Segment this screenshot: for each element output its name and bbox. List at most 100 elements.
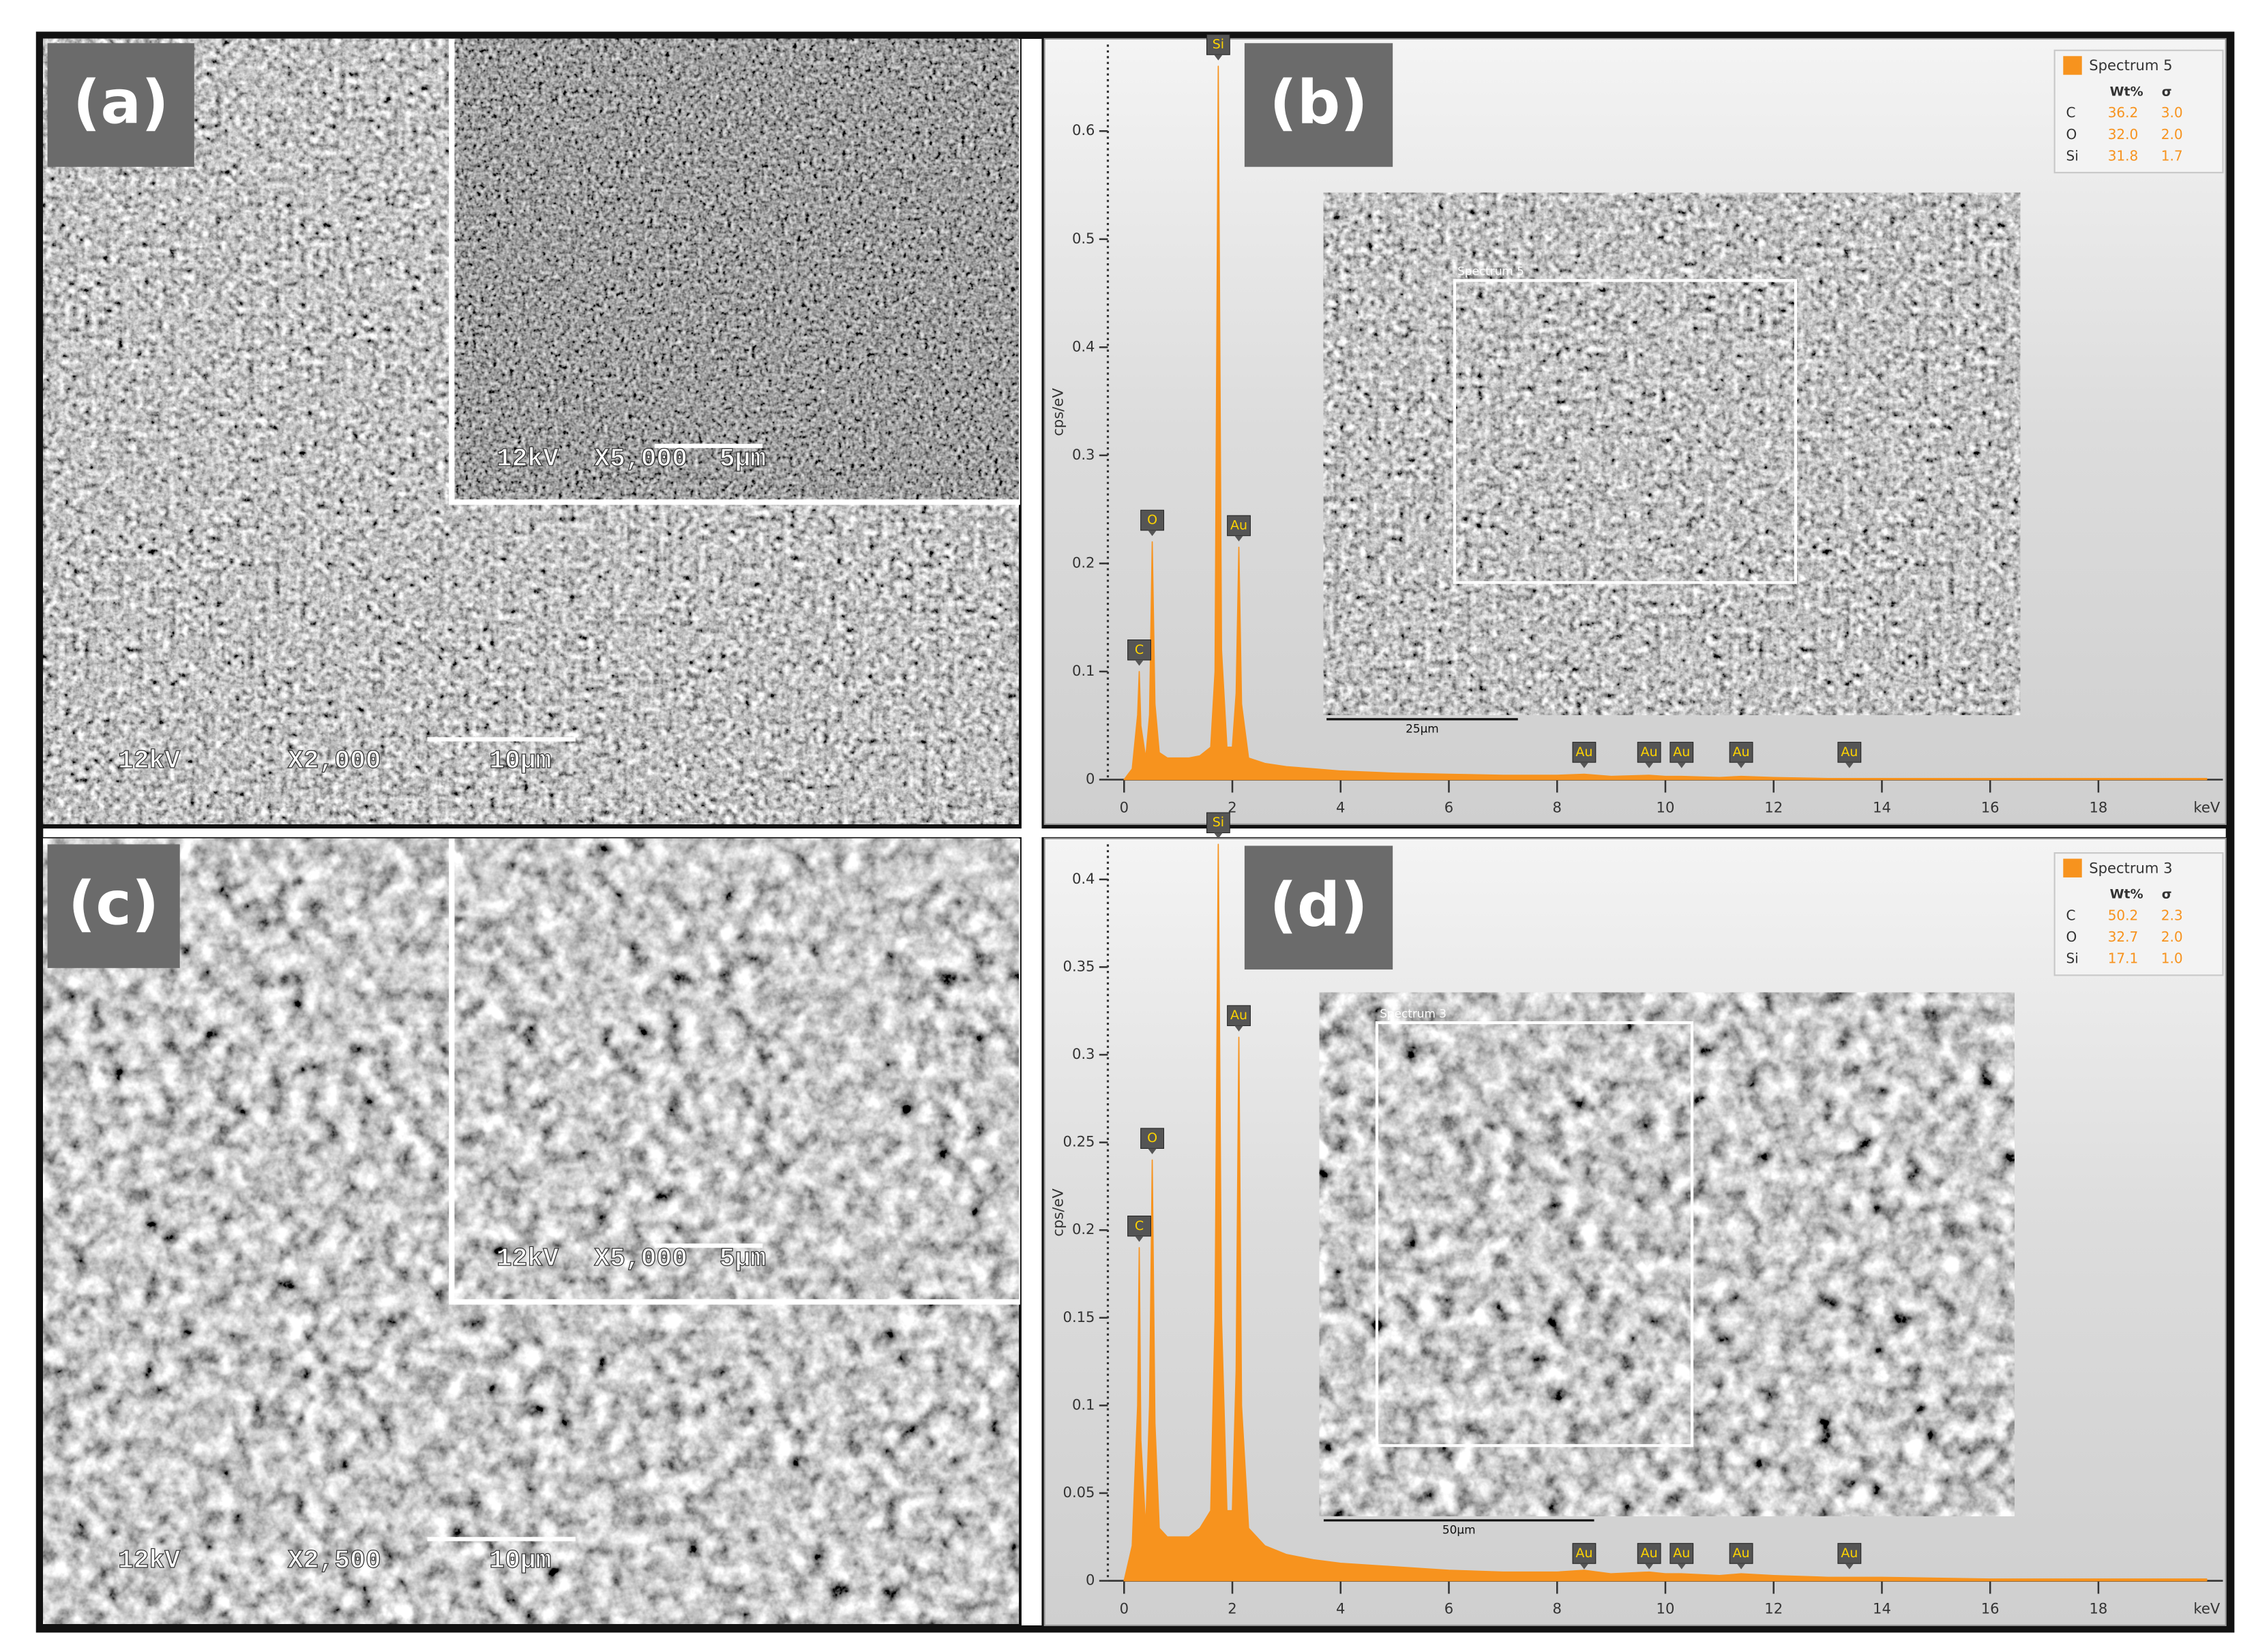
- peak-label: Si: [1213, 37, 1224, 52]
- x-tick-label: 10: [1657, 1600, 1675, 1617]
- peak-label-box: [1669, 1543, 1694, 1564]
- inset-scale-label: 50μm: [1442, 1523, 1476, 1537]
- peak-label: Au: [1230, 517, 1247, 532]
- legend-label: Spectrum 5: [2089, 57, 2172, 74]
- peak-pointer: [1234, 1025, 1243, 1032]
- peak-label-box: [1227, 515, 1251, 537]
- legend-swatch: [2063, 858, 2082, 877]
- peak-label: Au: [1673, 745, 1690, 760]
- divider: [1021, 38, 1042, 1625]
- table-cell: 2.0: [2161, 126, 2183, 142]
- panel-label-box: [47, 844, 180, 968]
- peak-label-box: [1669, 742, 1694, 763]
- y-tick-label: 0.35: [1063, 957, 1095, 974]
- x-axis-label: keV: [2193, 799, 2220, 816]
- x-tick-label: 14: [1873, 1600, 1891, 1617]
- legend-label: Spectrum 3: [2089, 859, 2172, 876]
- x-tick-label: 18: [2090, 799, 2108, 816]
- table-cell: O: [2066, 126, 2077, 142]
- peak-label-box: [1206, 812, 1230, 834]
- y-axis-label: cps/eV: [1050, 388, 1067, 436]
- y-tick-label: 0.2: [1072, 1220, 1095, 1237]
- legend-box: [2053, 852, 2224, 976]
- y-tick-label: 0.25: [1063, 1133, 1095, 1150]
- peak-pointer: [1736, 1563, 1746, 1570]
- x-tick-label: 12: [1764, 799, 1783, 816]
- x-tick-label: 16: [1981, 1600, 2000, 1617]
- sem-image: [1323, 192, 2021, 715]
- x-tick-label: 8: [1553, 1600, 1562, 1617]
- peak-label: O: [1147, 513, 1157, 528]
- table-header: σ: [2162, 887, 2172, 902]
- peak-pointer: [1677, 762, 1687, 768]
- peak-label: C: [1135, 642, 1144, 657]
- sem-image: [454, 838, 1019, 1300]
- peak-pointer: [1135, 660, 1144, 666]
- table-header: Wt%: [2110, 887, 2143, 902]
- selection-box: [1453, 279, 1798, 584]
- micrograph-caption: 12kV: [496, 445, 559, 474]
- micrograph-caption: 12kV: [118, 1546, 180, 1576]
- peak-label-box: [1837, 1543, 1862, 1564]
- y-tick-label: 0.4: [1072, 337, 1095, 355]
- x-axis-label: keV: [2193, 1600, 2220, 1617]
- table-cell: 50.2: [2108, 907, 2139, 923]
- micrograph-caption: X2,000: [288, 747, 381, 776]
- x-tick-label: 10: [1657, 799, 1675, 816]
- table-cell: 3.0: [2161, 104, 2183, 121]
- micrograph-caption: X5,000: [594, 1244, 687, 1274]
- sem-image: [1319, 992, 2015, 1516]
- peak-label-box: [1140, 509, 1164, 531]
- micrograph-caption: 10μm: [489, 747, 551, 776]
- peak-label-box: [1837, 742, 1862, 763]
- selection-box: [1375, 1021, 1694, 1447]
- x-tick-label: 2: [1228, 1600, 1236, 1617]
- peak-label: Au: [1230, 1008, 1247, 1023]
- panel-label: (b): [1269, 67, 1367, 138]
- x-tick-label: 18: [2090, 1600, 2108, 1617]
- y-tick-label: 0.1: [1072, 1396, 1095, 1413]
- y-tick-label: 0.6: [1072, 121, 1095, 138]
- panel-label-box: [1244, 43, 1393, 167]
- peak-pointer: [1677, 1563, 1687, 1570]
- x-tick-label: 6: [1444, 799, 1453, 816]
- peak-label: Au: [1575, 1546, 1592, 1561]
- y-tick-label: 0.3: [1072, 1045, 1095, 1062]
- peak-pointer: [1214, 55, 1223, 61]
- selection-label: Spectrum 5: [1457, 265, 1524, 278]
- micrograph-caption: X5,000: [594, 445, 687, 474]
- peak-label-box: [1637, 742, 1661, 763]
- peak-label: Au: [1673, 1546, 1690, 1561]
- peak-pointer: [1234, 535, 1243, 542]
- table-cell: 1.0: [2161, 950, 2183, 967]
- x-tick-label: 4: [1336, 799, 1345, 816]
- peak-label-box: [1227, 1005, 1251, 1026]
- peak-pointer: [1148, 1148, 1157, 1154]
- table-header: σ: [2162, 85, 2172, 100]
- table-cell: 2.3: [2161, 907, 2183, 923]
- panel-label: (d): [1269, 870, 1367, 940]
- panel-label: (c): [68, 869, 160, 939]
- micrograph-caption: 5μm: [719, 1244, 766, 1274]
- panel-label-box: [1244, 845, 1393, 970]
- table-cell: 2.0: [2161, 929, 2183, 945]
- peak-label: Au: [1733, 1546, 1750, 1561]
- y-tick-label: 0: [1086, 770, 1095, 787]
- peak-label-box: [1127, 1215, 1151, 1237]
- peak-pointer: [1148, 530, 1157, 537]
- peak-pointer: [1845, 1563, 1854, 1570]
- y-tick-label: 0: [1086, 1572, 1095, 1589]
- peak-label: C: [1135, 1218, 1144, 1233]
- table-cell: Si: [2066, 147, 2079, 164]
- x-tick-label: 4: [1336, 1600, 1345, 1617]
- table-cell: 31.8: [2108, 147, 2139, 164]
- peak-label-box: [1729, 742, 1753, 763]
- y-tick-label: 0.2: [1072, 554, 1095, 571]
- peak-label: Au: [1733, 745, 1750, 760]
- micrograph-caption: X2,500: [288, 1546, 381, 1576]
- legend-box: [2053, 49, 2224, 174]
- peak-label-box: [1572, 1543, 1597, 1564]
- table-cell: 32.7: [2108, 929, 2139, 945]
- inset-scale-label: 25μm: [1406, 722, 1439, 736]
